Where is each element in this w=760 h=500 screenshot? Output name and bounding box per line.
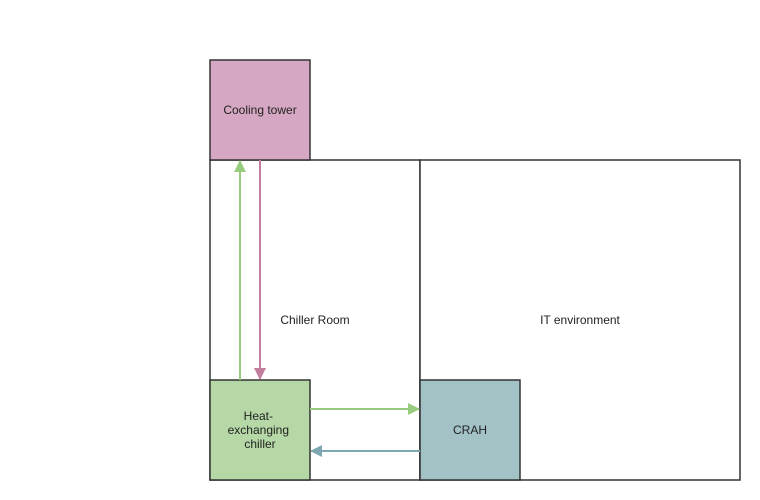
chiller-label-line-2: exchanging [228,423,289,437]
chiller-label: Heat- exchanging chiller [228,409,293,451]
chiller-room-label: Chiller Room [280,313,349,327]
cooling-tower-label: Cooling tower [223,103,296,117]
crah-box [419,379,521,481]
chiller-box [209,379,311,481]
crah-label: CRAH [453,423,487,437]
it-environment-label: IT environment [540,313,620,327]
chiller-label-line-3: chiller [244,437,275,451]
cooling-tower-box [209,59,311,161]
chiller-label-line-1: Heat- [244,409,273,423]
